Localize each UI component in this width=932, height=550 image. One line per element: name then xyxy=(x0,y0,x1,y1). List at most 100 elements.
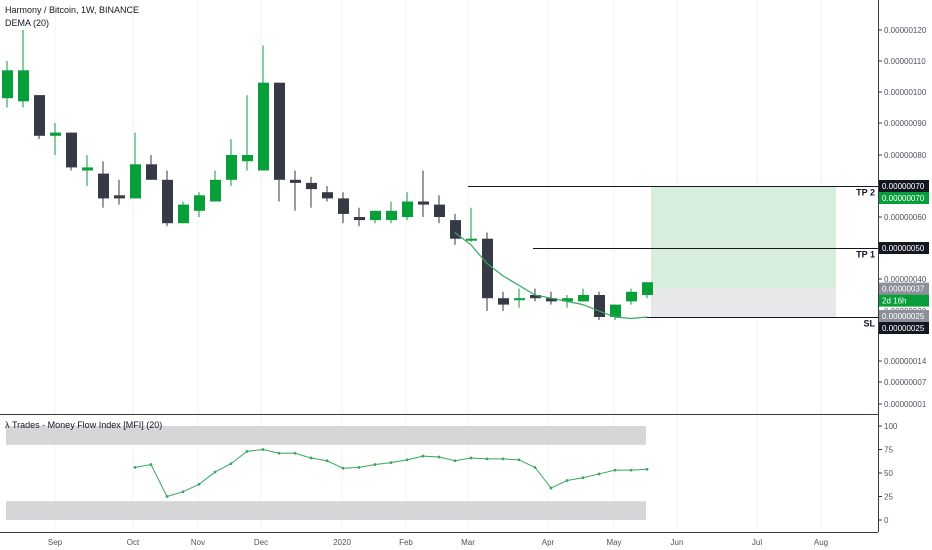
mfi-point-3 xyxy=(181,490,185,494)
mfi-point-25 xyxy=(533,465,537,469)
candle-body-7 xyxy=(114,195,125,199)
mfi-tick-1: 75 xyxy=(884,446,893,455)
mfi-point-9 xyxy=(277,451,281,455)
candle-body-35 xyxy=(562,298,573,302)
mfi-point-21 xyxy=(469,456,473,460)
mfi-point-20 xyxy=(453,459,457,463)
time-tick-11: Aug xyxy=(814,538,828,547)
price-tick-12: 0.00000007 xyxy=(884,378,927,387)
mfi-point-12 xyxy=(325,459,329,463)
time-tick-3: Dec xyxy=(254,538,268,547)
candle-body-21 xyxy=(338,198,349,214)
mfi-bands xyxy=(6,426,646,520)
current-price-tag-bg xyxy=(879,282,929,295)
candle-body-18 xyxy=(290,179,301,183)
countdown-tag-text: 2d 16h xyxy=(882,297,906,306)
level-label-2: SL xyxy=(863,319,875,329)
candle-body-33 xyxy=(530,295,541,299)
mfi-axis[interactable]: 100 75 50 25 0 xyxy=(878,422,898,525)
candle-body-17 xyxy=(274,82,285,180)
mfi-point-24 xyxy=(517,458,521,462)
candle-body-12 xyxy=(194,195,205,211)
candle-body-38 xyxy=(610,304,621,317)
candle-body-16 xyxy=(258,82,269,171)
mfi-legend: λ Trades - Money Flow Index [MFI] (20) xyxy=(5,420,163,430)
mfi-series xyxy=(133,448,649,498)
candle-body-0 xyxy=(2,70,13,99)
price-tick-1: 0.00000110 xyxy=(884,57,926,66)
mfi-point-13 xyxy=(341,466,345,470)
tp1-tag-bg xyxy=(879,242,929,254)
mfi-point-10 xyxy=(293,451,297,455)
tp2-tag-2-bg xyxy=(879,192,929,204)
mfi-point-7 xyxy=(245,449,249,453)
price-tick-11: 0.00000014 xyxy=(884,357,927,366)
grid-lines xyxy=(54,0,822,532)
candle-body-4 xyxy=(66,132,77,168)
candle-body-19 xyxy=(306,182,317,190)
trade-zones xyxy=(651,186,836,317)
candle-body-30 xyxy=(482,238,493,299)
time-tick-8: May xyxy=(606,538,621,547)
mfi-point-27 xyxy=(565,479,569,482)
mfi-point-5 xyxy=(213,470,217,474)
tp2-tag-text: 0.00000070 xyxy=(882,182,925,191)
price-tick-0: 0.00000120 xyxy=(884,26,927,35)
mfi-band-1 xyxy=(6,501,646,520)
candle-body-9 xyxy=(146,164,157,180)
candle-body-32 xyxy=(514,298,525,301)
time-tick-9: Jun xyxy=(671,538,684,547)
mfi-tick-2: 50 xyxy=(884,469,893,478)
price-tick-8: 0.00000040 xyxy=(884,275,927,284)
candle-body-2 xyxy=(34,95,45,136)
price-axis[interactable]: 0.00000120 0.00000110 0.00000100 0.00000090… xyxy=(878,26,927,409)
mfi-point-8 xyxy=(261,448,265,451)
candle-body-36 xyxy=(578,295,589,302)
mfi-point-30 xyxy=(613,468,617,472)
mfi-point-16 xyxy=(389,461,393,465)
candle-body-28 xyxy=(450,220,461,239)
take-profit-zone xyxy=(651,186,836,289)
mfi-point-31 xyxy=(629,468,633,472)
candle-body-1 xyxy=(18,70,29,102)
price-tick-4: 0.00000080 xyxy=(884,151,927,160)
dema-line xyxy=(454,232,648,320)
mfi-line xyxy=(134,448,648,498)
candle-body-31 xyxy=(498,298,509,305)
time-tick-7: Apr xyxy=(542,538,555,547)
candle-body-39 xyxy=(626,291,637,302)
candle-body-5 xyxy=(82,167,93,171)
tp2-tag-bg xyxy=(879,180,929,192)
time-tick-10: Jul xyxy=(752,538,762,547)
mfi-tick-3: 25 xyxy=(884,493,893,502)
current-price-tag-text: 0.00000037 xyxy=(882,285,925,294)
price-tick-6: 0.00000060 xyxy=(884,213,927,222)
tp2-tag-2-text: 0.00000070 xyxy=(882,194,925,203)
mfi-point-29 xyxy=(597,472,601,476)
mfi-point-22 xyxy=(485,457,489,461)
time-tick-6: Mar xyxy=(461,538,475,547)
time-axis[interactable]: Sep Oct Nov Dec 2020 Feb Mar Apr May Jun Jul Aug xyxy=(48,538,828,547)
price-tick-3: 0.00000090 xyxy=(884,119,927,128)
candle-body-13 xyxy=(210,179,221,202)
candle-body-27 xyxy=(434,204,445,217)
mfi-point-15 xyxy=(373,463,377,466)
level-label-0: TP 2 xyxy=(856,188,875,198)
candle-body-37 xyxy=(594,295,605,317)
mfi-point-11 xyxy=(309,456,313,460)
mfi-point-28 xyxy=(581,476,585,480)
candle-body-20 xyxy=(322,192,333,199)
sl-tag-text: 0.00000025 xyxy=(882,312,925,321)
time-tick-4: 2020 xyxy=(333,538,351,547)
time-tick-0: Sep xyxy=(48,538,63,547)
candle-body-15 xyxy=(242,155,253,162)
mfi-point-26 xyxy=(549,486,553,490)
candle-body-10 xyxy=(162,179,173,224)
symbol-legend: Harmony / Bitcoin, 1W, BINANCE xyxy=(5,5,140,15)
mfi-point-18 xyxy=(421,454,425,458)
mfi-point-17 xyxy=(405,458,409,462)
candle-body-6 xyxy=(98,173,109,199)
candle-body-8 xyxy=(130,164,141,199)
price-levels: TP 2 TP 1 SL xyxy=(468,186,878,329)
